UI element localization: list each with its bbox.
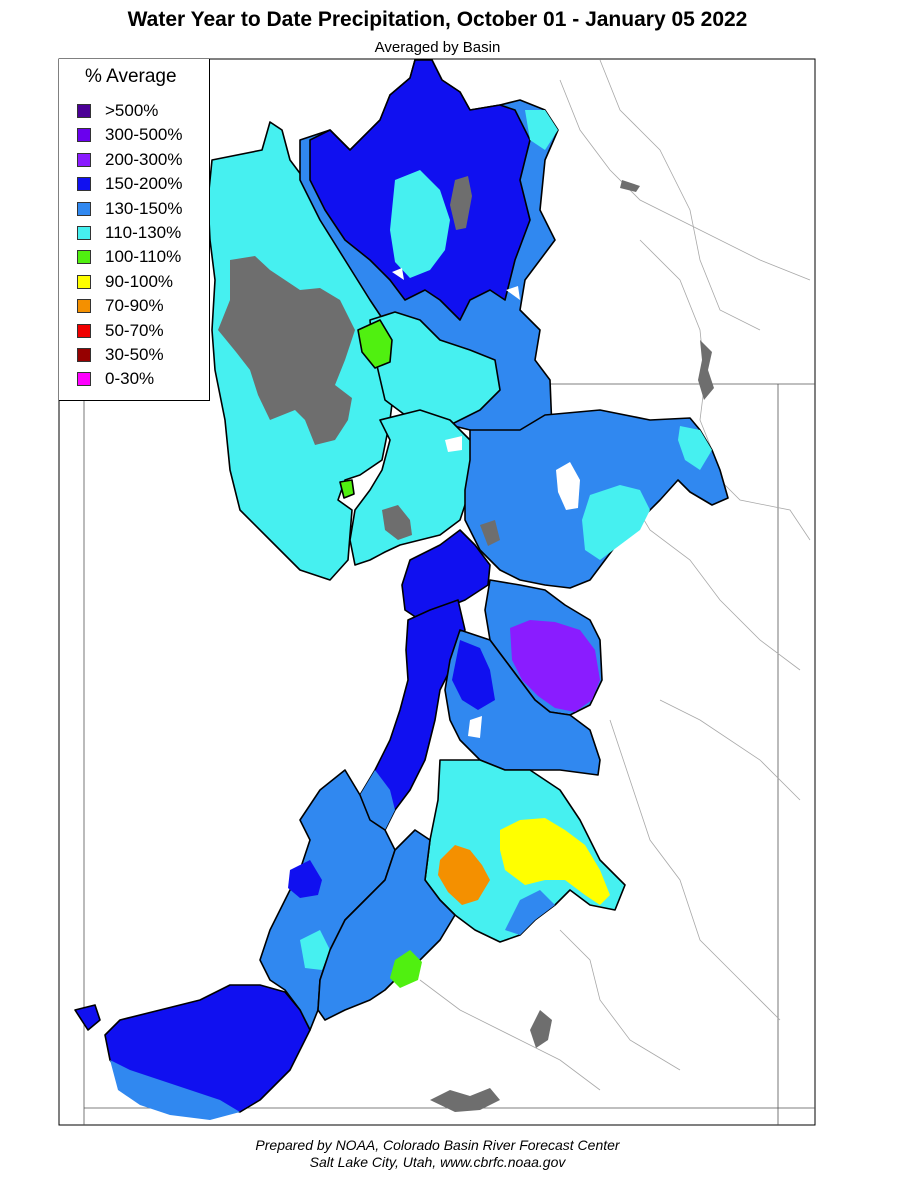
legend-label: 30-50% <box>105 345 164 364</box>
basin-price-north <box>401 529 491 621</box>
legend-item: 110-130% <box>77 221 181 245</box>
basin-green-small <box>339 479 355 499</box>
basin-sevier-west-150 <box>288 860 322 898</box>
lakes <box>430 180 714 1112</box>
credit-line-1: Prepared by NOAA, Colorado Basin River F… <box>255 1137 620 1153</box>
legend-swatch <box>77 177 91 192</box>
legend-item: 100-110% <box>77 245 181 269</box>
legend-item: 90-100% <box>77 270 173 294</box>
basin-escalante-130 <box>505 890 555 935</box>
legend-item: 0-30% <box>77 367 154 391</box>
legend-item: 30-50% <box>77 343 164 367</box>
basin-south-central <box>317 829 456 1021</box>
basin-sevier-west-130 <box>300 930 330 970</box>
basin-escalante-orange <box>438 845 490 905</box>
legend-swatch <box>77 323 91 338</box>
legend-swatch <box>77 372 91 387</box>
basin-green-100 <box>357 319 393 369</box>
legend-label: 200-300% <box>105 149 183 169</box>
basins <box>74 59 729 1120</box>
legend-swatch <box>77 226 91 240</box>
legend-item: 130-150% <box>77 197 183 221</box>
map-title: Water Year to Date Precipitation, Octobe… <box>127 8 748 31</box>
legend-label: 300-500% <box>105 125 183 145</box>
legend-swatch <box>77 299 91 314</box>
legend-label: >500% <box>105 101 159 120</box>
legend-label: 90-100% <box>105 271 174 291</box>
legend-swatch <box>77 201 91 216</box>
basin-dirty-devil-150 <box>452 640 495 710</box>
legend-swatch <box>77 250 91 265</box>
legend-label: 130-150% <box>105 198 183 218</box>
basin-virgin-130 <box>110 1060 240 1120</box>
legend-item: 70-90% <box>77 294 164 318</box>
legend-item: 200-300% <box>77 148 183 172</box>
basin-weber <box>369 311 501 426</box>
legend-swatch <box>77 104 91 118</box>
legend-swatch <box>77 274 91 289</box>
basin-purple-core <box>510 620 600 712</box>
basin-no-data-west <box>218 256 355 445</box>
basin-no-data-north <box>450 176 472 230</box>
legend-label: 70-90% <box>105 296 164 316</box>
basin-no-data-uinta2 <box>480 520 500 546</box>
map-frame <box>58 58 816 1126</box>
legend-label: 150-200% <box>105 174 183 194</box>
basin-virgin-west <box>74 1004 101 1031</box>
legend-swatch <box>77 128 91 143</box>
legend: % Average >500% 300-500% 200-300% 150-200% 1… <box>59 59 210 401</box>
map-subtitle: Averaged by Basin <box>374 39 501 56</box>
river-network <box>419 59 811 1091</box>
unmapped-patches <box>392 268 520 738</box>
basin-south-green <box>390 950 422 988</box>
legend-item: >500% <box>77 99 158 123</box>
legend-label: 0-30% <box>105 369 155 389</box>
legend-label: 110-130% <box>105 223 182 242</box>
legend-swatch <box>77 348 91 362</box>
basin-no-data-center <box>382 505 412 540</box>
basin-upper-green-130 <box>390 170 450 278</box>
credit-line-2: Salt Lake City, Utah, www.cbrfc.noaa.gov <box>309 1154 566 1170</box>
legend-swatch <box>77 152 91 167</box>
legend-label: 50-70% <box>105 320 164 340</box>
basin-no-data-uinta <box>556 462 580 510</box>
legend-item: 50-70% <box>77 319 164 343</box>
legend-item: 150-200% <box>77 172 183 196</box>
legend-item: 300-500% <box>77 123 183 147</box>
legend-title: % Average <box>85 66 177 87</box>
basin-escalante-yellow <box>500 818 610 905</box>
basin-upper-green-130b <box>525 110 558 150</box>
basin-duchesne-130 <box>582 485 650 560</box>
basin-duchesne-130b <box>678 426 712 470</box>
legend-label: 100-110% <box>105 247 182 267</box>
